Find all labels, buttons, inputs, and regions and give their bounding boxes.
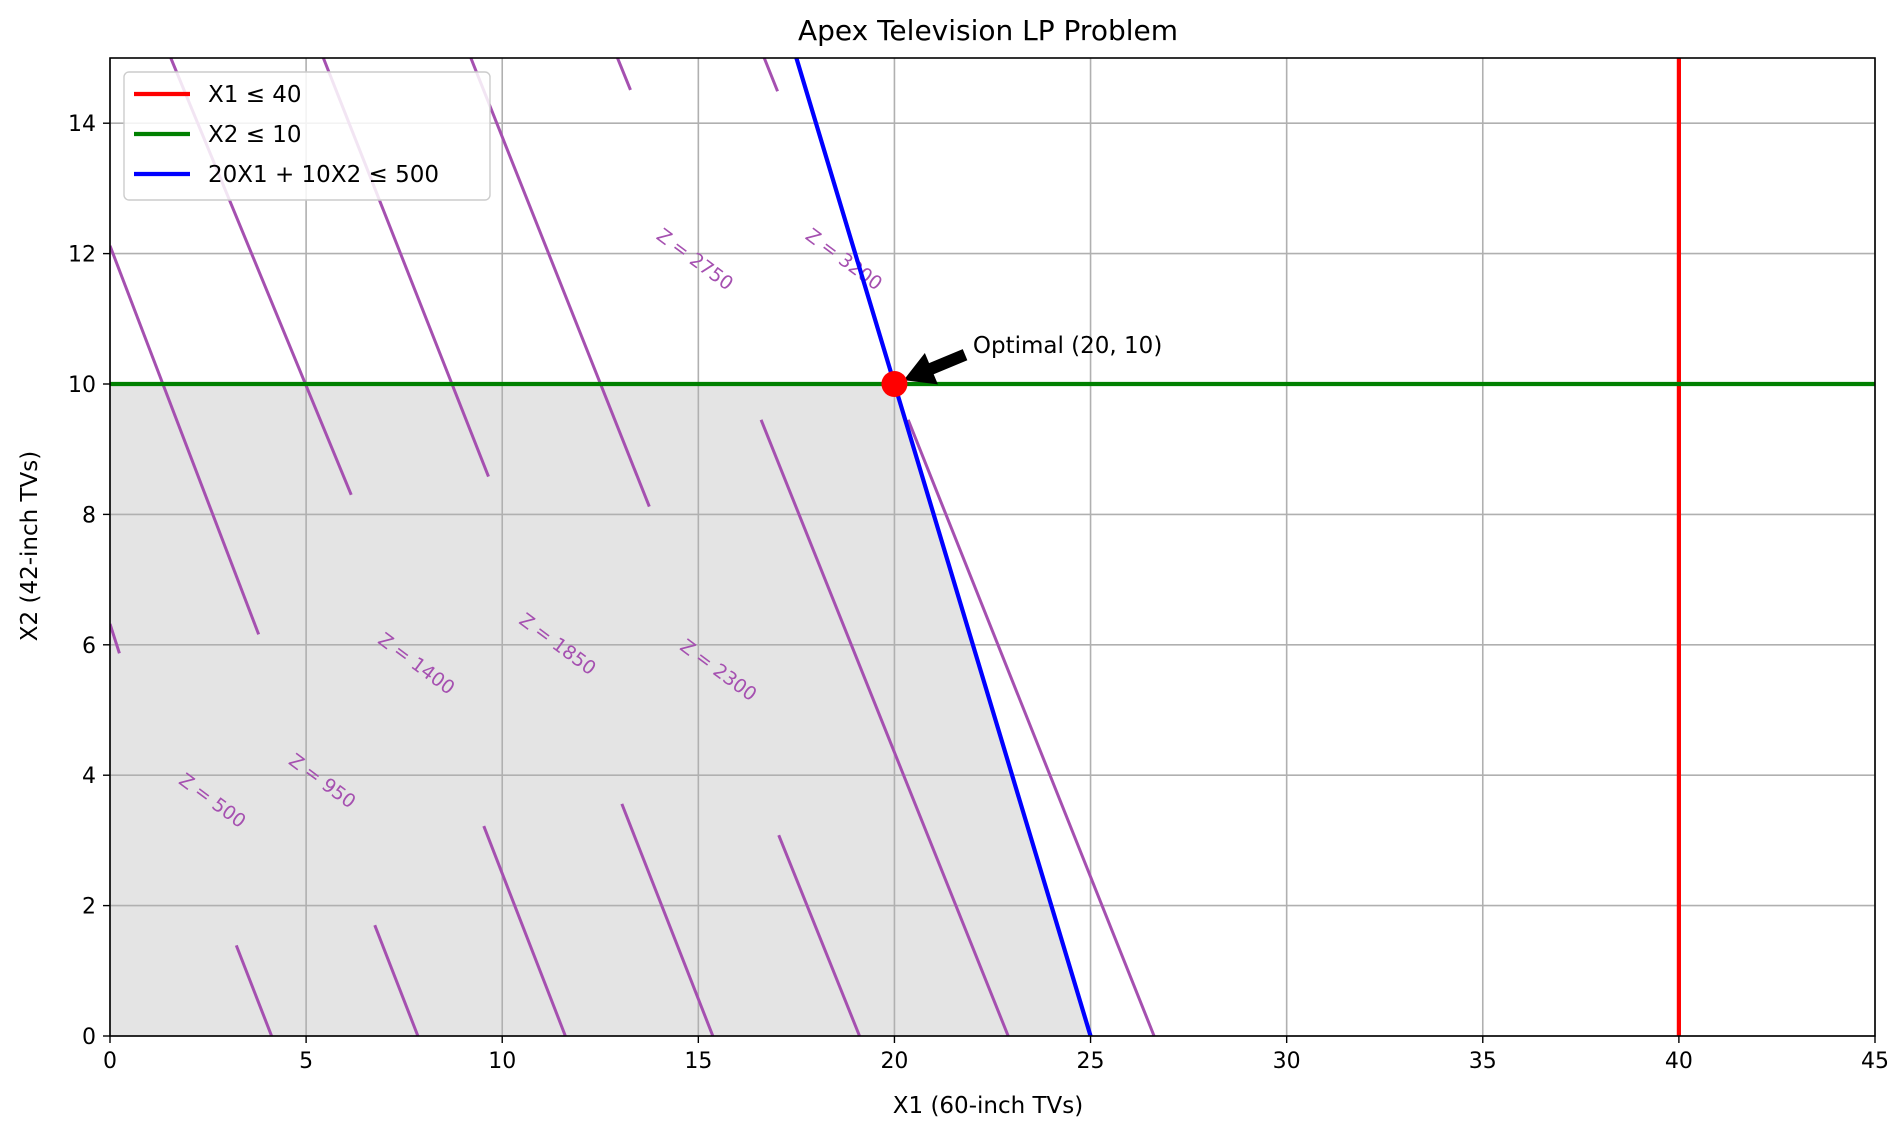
legend-box [123,71,491,201]
optimal-annotation: Optimal (20, 10) [881,333,1162,397]
objective-contour-line [110,623,121,654]
y-tick-label: 8 [82,503,96,528]
objective-contour-line [373,924,420,1036]
plot-frame [109,57,1876,1037]
optimal-arrow [903,349,968,385]
constraint-lines [110,58,1875,1036]
x-tick-label: 20 [880,1049,908,1074]
objective-contour-line [482,825,567,1036]
objective-contour-line [762,58,779,92]
objective-contour-line [777,834,861,1036]
objective-contour-line [616,58,632,91]
objective-contour-line [110,245,261,635]
y-tick-label: 12 [68,243,96,268]
x-tick-label: 10 [488,1049,516,1074]
y-tick-label: 10 [68,373,96,398]
x-tick-label: 40 [1665,1049,1693,1074]
y-tick-label: 14 [68,112,96,137]
x-tick-label: 0 [103,1049,117,1074]
x-tick-label: 25 [1077,1049,1105,1074]
x-axis-label: X1 (60-inch TVs) [893,1093,1083,1119]
objective-contour-line [469,58,651,508]
legend-entry-label: X1 ≤ 40 [208,82,302,108]
x-tick-label: 35 [1469,1049,1497,1074]
legend: X1 ≤ 40 X2 ≤ 10 20X1 + 10X2 ≤ 500 [123,71,491,201]
x-tick-label: 15 [684,1049,712,1074]
optimal-point-marker [881,371,908,397]
constraint-line [794,58,1093,1036]
feasible-region [110,384,1091,1036]
x-tick-label: 45 [1861,1049,1889,1074]
objective-contour-line [906,419,1156,1036]
y-tick-label: 2 [82,895,96,920]
y-tick-label: 0 [82,1025,96,1050]
x-tick-label: 5 [299,1049,313,1074]
y-tick-label: 6 [82,634,96,659]
y-axis-ticks: 0 2 4 6 8 10 12 14 [68,112,110,1050]
legend-entry-label: X2 ≤ 10 [208,122,302,148]
chart-title: Apex Television LP Problem [798,14,1178,47]
y-tick-label: 4 [82,764,96,789]
x-axis-ticks: 0 5 10 15 20 25 30 35 40 45 [103,1036,1889,1074]
optimal-point-label: Optimal (20, 10) [973,333,1162,359]
y-axis-label: X2 (42-inch TVs) [17,451,43,641]
objective-contour-line [620,803,715,1036]
legend-entry-label: 20X1 + 10X2 ≤ 500 [208,162,439,188]
objective-contour-line [759,419,1010,1036]
x-tick-label: 30 [1273,1049,1301,1074]
objective-contour-line [234,944,273,1036]
